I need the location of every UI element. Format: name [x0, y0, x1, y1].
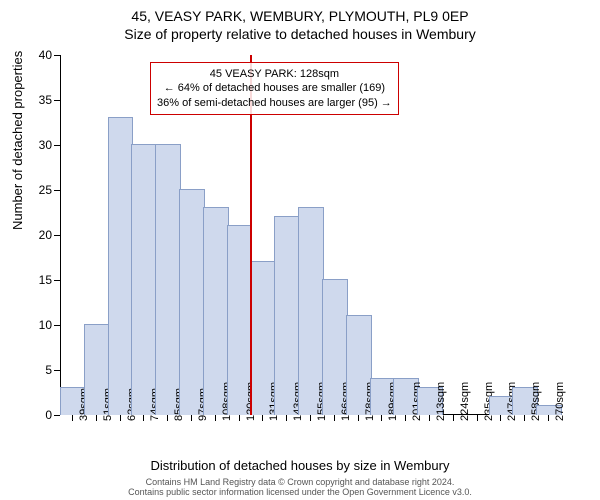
x-tick — [477, 415, 478, 421]
annotation-line: 45 VEASY PARK: 128sqm — [157, 67, 392, 81]
y-tick-label: 35 — [39, 93, 60, 107]
x-tick — [215, 415, 216, 421]
y-tick-label: 15 — [39, 273, 60, 287]
x-tick — [167, 415, 168, 421]
x-tick — [239, 415, 240, 421]
x-tick — [310, 415, 311, 421]
footer-line: Contains public sector information licen… — [0, 488, 600, 498]
x-tick — [405, 415, 406, 421]
page-subtitle: Size of property relative to detached ho… — [0, 24, 600, 42]
x-tick — [143, 415, 144, 421]
y-tick-label: 5 — [45, 363, 60, 377]
x-tick — [120, 415, 121, 421]
histogram-bar — [131, 144, 157, 415]
x-tick — [429, 415, 430, 421]
y-axis — [60, 55, 61, 415]
page-title: 45, VEASY PARK, WEMBURY, PLYMOUTH, PL9 0… — [0, 0, 600, 24]
x-tick — [453, 415, 454, 421]
histogram-bar — [155, 144, 181, 415]
y-tick-label: 25 — [39, 183, 60, 197]
x-tick — [334, 415, 335, 421]
x-tick — [72, 415, 73, 421]
x-tick — [286, 415, 287, 421]
x-tick — [500, 415, 501, 421]
x-tick — [524, 415, 525, 421]
y-axis-label: Number of detached properties — [10, 51, 25, 230]
chart-container: 45, VEASY PARK, WEMBURY, PLYMOUTH, PL9 0… — [0, 0, 600, 500]
x-tick-label: 258sqm — [528, 382, 542, 421]
x-tick — [262, 415, 263, 421]
y-tick-label: 10 — [39, 318, 60, 332]
y-tick-label: 0 — [45, 408, 60, 422]
x-tick — [96, 415, 97, 421]
annotation-box: 45 VEASY PARK: 128sqm← 64% of detached h… — [150, 62, 399, 115]
x-tick-label: 224sqm — [457, 382, 471, 421]
x-tick — [548, 415, 549, 421]
y-tick-label: 40 — [39, 48, 60, 62]
x-tick — [191, 415, 192, 421]
x-tick — [358, 415, 359, 421]
footer-credits: Contains HM Land Registry data © Crown c… — [0, 478, 600, 498]
histogram-bar — [179, 189, 205, 415]
y-tick-label: 30 — [39, 138, 60, 152]
annotation-line: 36% of semi-detached houses are larger (… — [157, 96, 392, 110]
x-tick — [381, 415, 382, 421]
y-tick-label: 20 — [39, 228, 60, 242]
annotation-line: ← 64% of detached houses are smaller (16… — [157, 81, 392, 95]
plot-area: 051015202530354039sqm51sqm62sqm74sqm85sq… — [60, 55, 560, 415]
x-tick-label: 213sqm — [433, 382, 447, 421]
x-tick-label: 270sqm — [552, 382, 566, 421]
x-axis-label: Distribution of detached houses by size … — [0, 458, 600, 473]
histogram-bar — [108, 117, 134, 415]
